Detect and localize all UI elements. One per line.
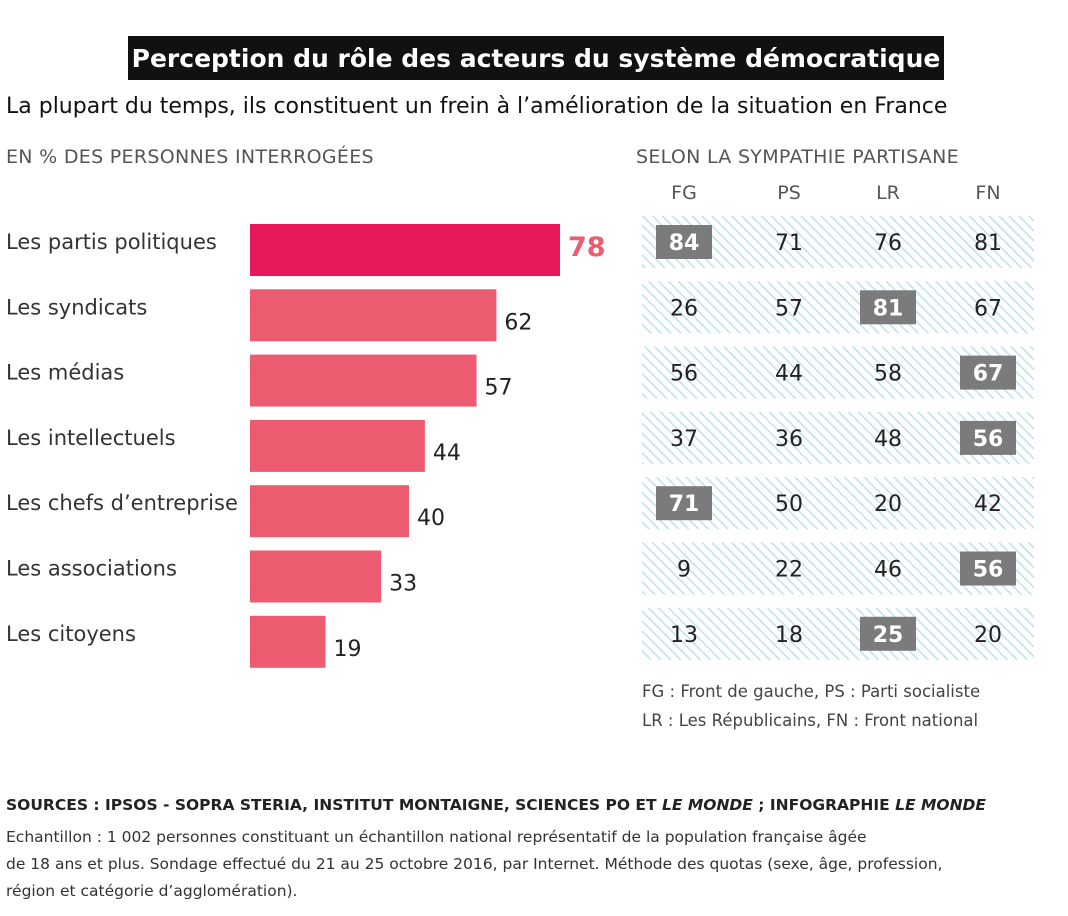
table-cell-value: 58 (874, 362, 902, 387)
table-cell-value: 36 (775, 427, 803, 452)
table-cell-value: 46 (874, 558, 902, 583)
table-cell-value: 81 (873, 296, 904, 321)
table-cell-value: 50 (775, 492, 803, 517)
note-line-1: Echantillon : 1 002 personnes constituan… (6, 828, 867, 846)
table-cell-value: 48 (874, 427, 902, 452)
table-row-background (642, 281, 1034, 334)
table-cell-value: 25 (873, 623, 904, 648)
bar (250, 419, 425, 472)
table-row-background (642, 607, 1034, 660)
chart-subtitle: La plupart du temps, ils constituent un … (6, 94, 948, 119)
note-line-3: région et catégorie d’agglomération). (6, 882, 298, 900)
bar-value-label: 44 (433, 441, 461, 466)
table-cell-highlight (656, 225, 712, 259)
table-cell-value: 71 (775, 231, 803, 256)
table-cell-highlight (960, 551, 1016, 586)
table-cell-highlight (860, 290, 916, 325)
table-cell-value: 81 (974, 231, 1002, 256)
table-column-header: FG (671, 182, 697, 204)
table-column-header: FN (975, 182, 1000, 204)
table-cell-value: 56 (670, 362, 698, 387)
table-cell-highlight (960, 420, 1016, 455)
bar (250, 550, 382, 603)
table-cell-value: 26 (670, 296, 698, 321)
table-cell-value: 20 (974, 623, 1002, 648)
category-label: Les chefs d’entreprise (6, 491, 238, 515)
table-cell-value: 71 (669, 492, 700, 517)
bar (250, 615, 326, 668)
table-cell-value: 56 (973, 558, 1004, 583)
table-cell-value: 9 (677, 558, 691, 583)
table-cell-value: 13 (670, 623, 698, 648)
table-cell-value: 56 (973, 427, 1004, 452)
category-label: Les intellectuels (6, 426, 176, 450)
table-column-header: LR (876, 182, 900, 204)
table-cell-highlight (656, 486, 712, 521)
table-cell-value: 42 (974, 492, 1002, 517)
table-cell-value: 18 (775, 623, 803, 648)
bar-value-label: 62 (504, 310, 532, 335)
note-line-2: de 18 ans et plus. Sondage effectué du 2… (6, 855, 943, 873)
bar (250, 485, 409, 538)
category-label: Les syndicats (6, 295, 147, 319)
bar-value-label: 33 (389, 572, 417, 597)
left-section-header: EN % DES PERSONNES INTERROGÉES (6, 146, 374, 168)
chart-area: Les partis politiques 78 Les syndicats 62 Le… (6, 182, 1034, 668)
sources-line: SOURCES : IPSOS - SOPRA STERIA, INSTITUT… (6, 796, 986, 814)
bar-value-label: 78 (568, 232, 606, 263)
table-cell-value: 84 (669, 231, 700, 256)
table-cell-value: 57 (775, 296, 803, 321)
category-label: Les associations (6, 557, 177, 581)
category-label: Les médias (6, 361, 124, 385)
category-label: Les citoyens (6, 622, 136, 646)
table-cell-value: 67 (973, 362, 1004, 387)
bar-value-label: 40 (417, 506, 445, 531)
bar (250, 354, 477, 407)
right-section-header: SELON LA SYMPATHIE PARTISANE (636, 146, 959, 168)
bar (250, 289, 497, 342)
table-column-header: PS (777, 182, 801, 204)
chart-title: Perception du rôle des acteurs du systèm… (128, 36, 944, 80)
bar (250, 224, 560, 276)
category-label: Les partis politiques (6, 230, 217, 254)
table-cell-highlight (960, 355, 1016, 390)
table-cell-value: 20 (874, 492, 902, 517)
table-cell-value: 76 (874, 231, 902, 256)
table-cell-value: 37 (670, 427, 698, 452)
legend-line-2: LR : Les Républicains, FN : Front nation… (642, 711, 979, 730)
bar-value-label: 57 (485, 376, 513, 401)
legend-line-1: FG : Front de gauche, PS : Parti sociali… (642, 682, 981, 701)
table-cell-value: 22 (775, 558, 803, 583)
table-cell-value: 67 (974, 296, 1002, 321)
table-cell-highlight (860, 616, 916, 651)
table-cell-value: 44 (775, 362, 803, 387)
bar-value-label: 19 (334, 637, 362, 662)
